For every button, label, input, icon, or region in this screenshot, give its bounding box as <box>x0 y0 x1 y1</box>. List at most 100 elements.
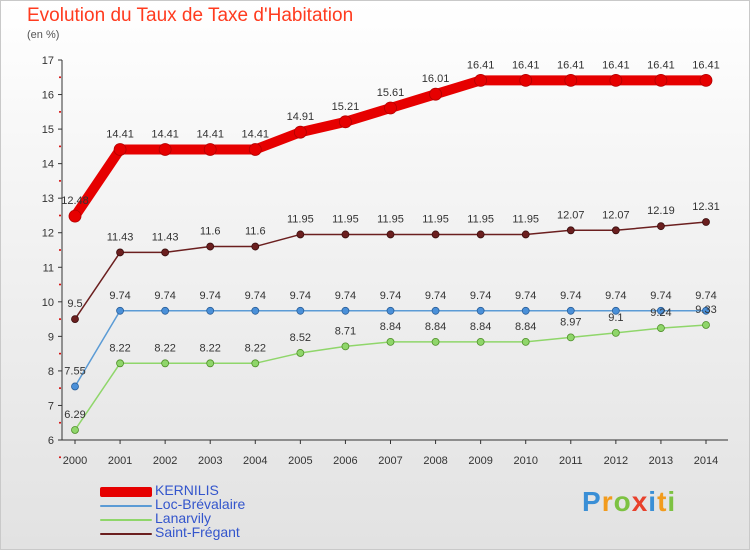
y-minor-tick <box>59 387 61 390</box>
data-point <box>341 230 350 239</box>
legend-label: Lanarvily <box>155 510 212 526</box>
data-point <box>339 115 352 129</box>
data-point <box>341 342 350 351</box>
data-label: 15.21 <box>332 101 360 113</box>
data-label: 9.74 <box>605 290 626 302</box>
legend-swatch <box>100 505 152 507</box>
data-point <box>431 306 440 315</box>
y-tick-label: 15 <box>42 124 54 136</box>
data-point <box>702 306 710 315</box>
data-label: 8.71 <box>335 325 356 337</box>
data-point <box>341 306 350 315</box>
legend-label: Loc-Brévalaire <box>155 496 246 512</box>
legend-item: KERNILIS <box>100 482 320 499</box>
data-point <box>161 306 170 315</box>
data-label: 6.29 <box>64 409 85 421</box>
data-point <box>251 359 260 368</box>
data-point <box>113 143 127 156</box>
data-label: 11.95 <box>422 213 449 225</box>
x-tick-label: 2002 <box>153 455 177 467</box>
data-point <box>203 143 217 156</box>
data-point <box>611 329 620 337</box>
data-label: 11.6 <box>245 226 266 238</box>
data-point <box>476 230 485 239</box>
y-minor-tick <box>59 214 61 217</box>
data-point <box>702 218 710 226</box>
data-point <box>71 426 79 434</box>
y-minor-tick <box>59 110 61 113</box>
data-label: 12.48 <box>61 195 89 207</box>
data-point <box>702 321 710 329</box>
logo-letter: i <box>648 486 658 517</box>
data-label: 9.33 <box>695 304 716 316</box>
y-tick-label: 10 <box>42 297 54 309</box>
data-point <box>386 337 395 346</box>
y-minor-tick <box>59 145 61 148</box>
y-tick-label: 8 <box>48 366 54 378</box>
legend-label: KERNILIS <box>155 482 219 498</box>
data-label: 14.91 <box>287 111 315 123</box>
data-point <box>654 73 668 87</box>
data-point <box>71 382 79 391</box>
data-point <box>206 359 215 368</box>
data-label: 8.97 <box>560 316 581 328</box>
data-point <box>611 226 620 235</box>
data-label: 9.74 <box>470 290 491 302</box>
data-label: 9.74 <box>335 290 356 302</box>
data-label: 11.95 <box>332 213 359 225</box>
data-point <box>293 125 307 139</box>
data-label: 9.74 <box>650 290 671 302</box>
data-point <box>116 359 124 368</box>
logo-letter: t <box>657 486 668 517</box>
data-point <box>521 337 530 346</box>
data-point <box>158 143 172 156</box>
data-label: 16.41 <box>692 59 720 71</box>
data-point <box>296 306 305 315</box>
data-point <box>476 337 485 346</box>
x-tick-label: 2004 <box>243 455 267 467</box>
y-tick-label: 17 <box>42 55 54 67</box>
data-label: 16.41 <box>602 59 630 71</box>
data-point <box>657 306 665 315</box>
data-point <box>116 306 124 315</box>
logo-letter: P <box>582 486 602 517</box>
data-label: 12.07 <box>602 209 630 221</box>
data-label: 9.24 <box>650 307 671 319</box>
x-tick-label: 2006 <box>333 455 357 467</box>
data-label: 12.07 <box>557 209 585 221</box>
data-point <box>657 222 665 231</box>
data-point <box>251 242 260 251</box>
data-label: 8.22 <box>200 342 221 354</box>
data-point <box>206 242 215 251</box>
legend-item: Lanarvily <box>100 510 320 527</box>
data-point <box>431 337 440 346</box>
y-tick-label: 13 <box>42 193 54 205</box>
x-tick-label: 2010 <box>513 455 537 467</box>
data-label: 14.41 <box>242 128 270 140</box>
logo-letter: r <box>601 486 614 517</box>
data-label: 16.41 <box>512 59 540 71</box>
y-minor-tick <box>59 76 61 79</box>
x-tick-label: 2001 <box>108 455 132 467</box>
data-point <box>251 306 260 315</box>
data-point <box>161 359 170 368</box>
data-label: 9.74 <box>380 290 401 302</box>
y-minor-tick <box>59 283 61 286</box>
y-minor-tick <box>59 456 61 459</box>
y-tick-label: 14 <box>42 159 54 171</box>
y-tick-label: 9 <box>48 331 54 343</box>
y-minor-tick <box>59 421 61 424</box>
data-label: 9.74 <box>290 290 311 302</box>
y-tick-label: 12 <box>42 228 54 240</box>
data-label: 8.22 <box>245 342 266 354</box>
data-point <box>609 73 623 87</box>
y-tick-label: 7 <box>48 400 54 412</box>
logo-letter: i <box>667 486 677 517</box>
data-point <box>71 315 79 323</box>
y-minor-tick <box>59 249 61 251</box>
data-label: 9.74 <box>200 290 221 302</box>
data-point <box>519 73 533 87</box>
data-point <box>657 324 665 332</box>
data-point <box>386 230 395 239</box>
proxiti-logo: Proxiti <box>582 486 676 518</box>
